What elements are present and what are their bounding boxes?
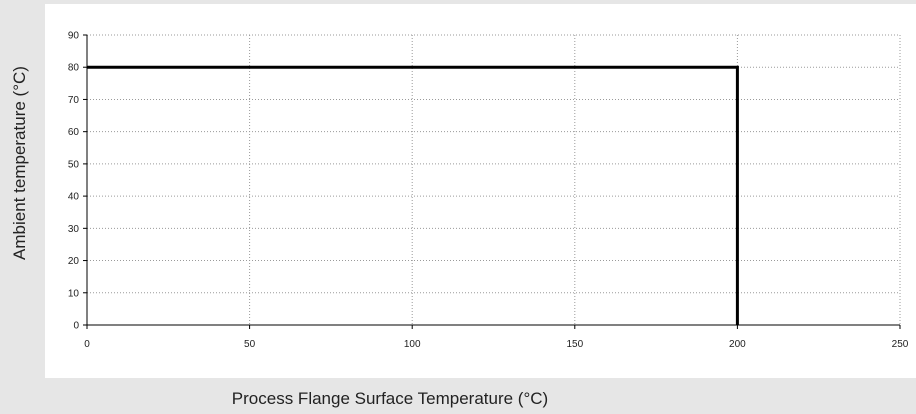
y-tick-label: 10 [68,288,80,299]
axes [83,34,901,329]
y-tick-label: 40 [68,192,80,203]
y-tick-label: 0 [73,321,79,332]
y-tick-label: 90 [68,31,80,42]
series-line-1 [87,65,739,325]
x-tick-label: 200 [729,339,746,350]
x-tick-label: 250 [892,339,909,350]
series-group [87,65,739,325]
x-tick-label: 100 [404,339,421,350]
x-tick-labels: 0 50 100 150 200 250 [84,339,909,350]
x-tick-label: 150 [566,339,583,350]
y-tick-label: 80 [68,63,80,74]
x-tick-label: 0 [84,339,90,350]
y-axis-label: Ambient temperature (°C) [10,66,29,260]
y-tick-label: 30 [68,224,80,235]
y-tick-label: 20 [68,256,80,267]
x-axis-label: Process Flange Surface Temperature (°C) [231,389,549,408]
y-tick-labels: 0 10 20 30 40 50 60 70 80 90 [68,31,80,332]
grid-lines [87,34,901,325]
x-tick-label: 50 [244,339,256,350]
y-tick-label: 60 [68,127,80,138]
y-tick-label: 70 [68,95,80,106]
y-tick-label: 50 [68,159,80,170]
